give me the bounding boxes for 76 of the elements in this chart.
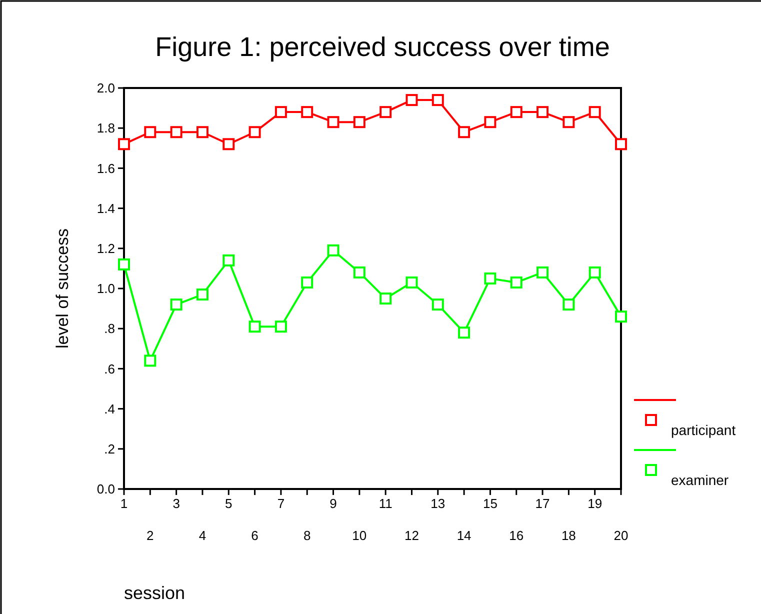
point <box>144 354 156 367</box>
x-tick-label: 1 <box>120 496 128 511</box>
x-tick-label: 9 <box>330 496 337 511</box>
text: participant <box>671 422 736 438</box>
point <box>432 298 444 311</box>
x-tick-label: 12 <box>404 528 419 543</box>
point <box>380 106 392 118</box>
x-tick-label: 6 <box>251 528 258 543</box>
text: examiner <box>671 472 729 488</box>
y-tick-label: .2 <box>104 441 115 456</box>
y-tick-label: .8 <box>104 321 115 336</box>
point <box>170 298 182 311</box>
y-tick-label: 1.4 <box>96 200 115 216</box>
y-tick-label: 2.0 <box>96 80 115 96</box>
point <box>380 292 392 305</box>
point <box>196 126 208 138</box>
point <box>274 106 287 118</box>
x-tick-label: 14 <box>456 528 472 543</box>
point <box>406 94 418 106</box>
x-tick-label: 16 <box>509 528 524 543</box>
point <box>484 116 496 128</box>
x-tick-label: 18 <box>561 528 576 543</box>
point <box>588 106 601 118</box>
point <box>562 116 575 128</box>
x-tick-label: 13 <box>430 496 446 511</box>
point <box>301 106 314 118</box>
point <box>301 276 314 288</box>
y-tick-label: .6 <box>104 361 115 376</box>
x-tick-label: 11 <box>378 496 392 511</box>
point <box>222 254 235 266</box>
x-tick-label: 10 <box>352 528 367 543</box>
point <box>327 116 340 128</box>
point <box>118 138 130 150</box>
point <box>484 272 496 284</box>
point <box>353 266 366 278</box>
y-tick-label: 0.0 <box>96 482 115 497</box>
y-tick-label: 1.8 <box>96 120 115 136</box>
point <box>144 126 156 138</box>
point <box>432 94 444 106</box>
x-tick-label: 20 <box>614 528 628 543</box>
point <box>248 320 261 333</box>
x-tick-label: 15 <box>482 496 498 511</box>
point <box>458 326 470 339</box>
point <box>536 266 549 278</box>
x-tick-label: 7 <box>277 496 285 511</box>
x-tick-label: 8 <box>303 528 311 543</box>
point <box>562 298 575 311</box>
x-tick-label: 4 <box>198 528 206 543</box>
point <box>536 106 549 118</box>
point <box>222 138 235 150</box>
y-tick-label: .4 <box>104 401 115 416</box>
point <box>118 258 130 270</box>
point <box>588 266 601 278</box>
point <box>615 138 627 150</box>
x-tick-label: 19 <box>588 496 602 511</box>
point <box>510 276 522 288</box>
x-tick-label: 2 <box>146 528 154 543</box>
y-tick-label: 1.6 <box>96 160 115 176</box>
y-tick-label: 1.2 <box>96 240 115 256</box>
point <box>170 126 182 138</box>
point <box>406 276 418 288</box>
point <box>274 320 287 333</box>
y-axis-title: level of success <box>53 228 72 348</box>
point <box>353 116 366 128</box>
x-axis-title: session <box>124 583 186 603</box>
point <box>196 288 208 301</box>
point <box>615 310 627 323</box>
point <box>510 106 522 118</box>
point <box>458 126 470 138</box>
x-tick-label: 5 <box>225 496 232 511</box>
x-tick-label: 17 <box>535 496 550 511</box>
x-tick-label: 3 <box>172 496 180 511</box>
y-tick-label: 1.0 <box>96 281 115 296</box>
point <box>248 126 261 138</box>
point <box>327 244 340 256</box>
chart-title: Figure 1: perceived success over time <box>155 32 610 62</box>
